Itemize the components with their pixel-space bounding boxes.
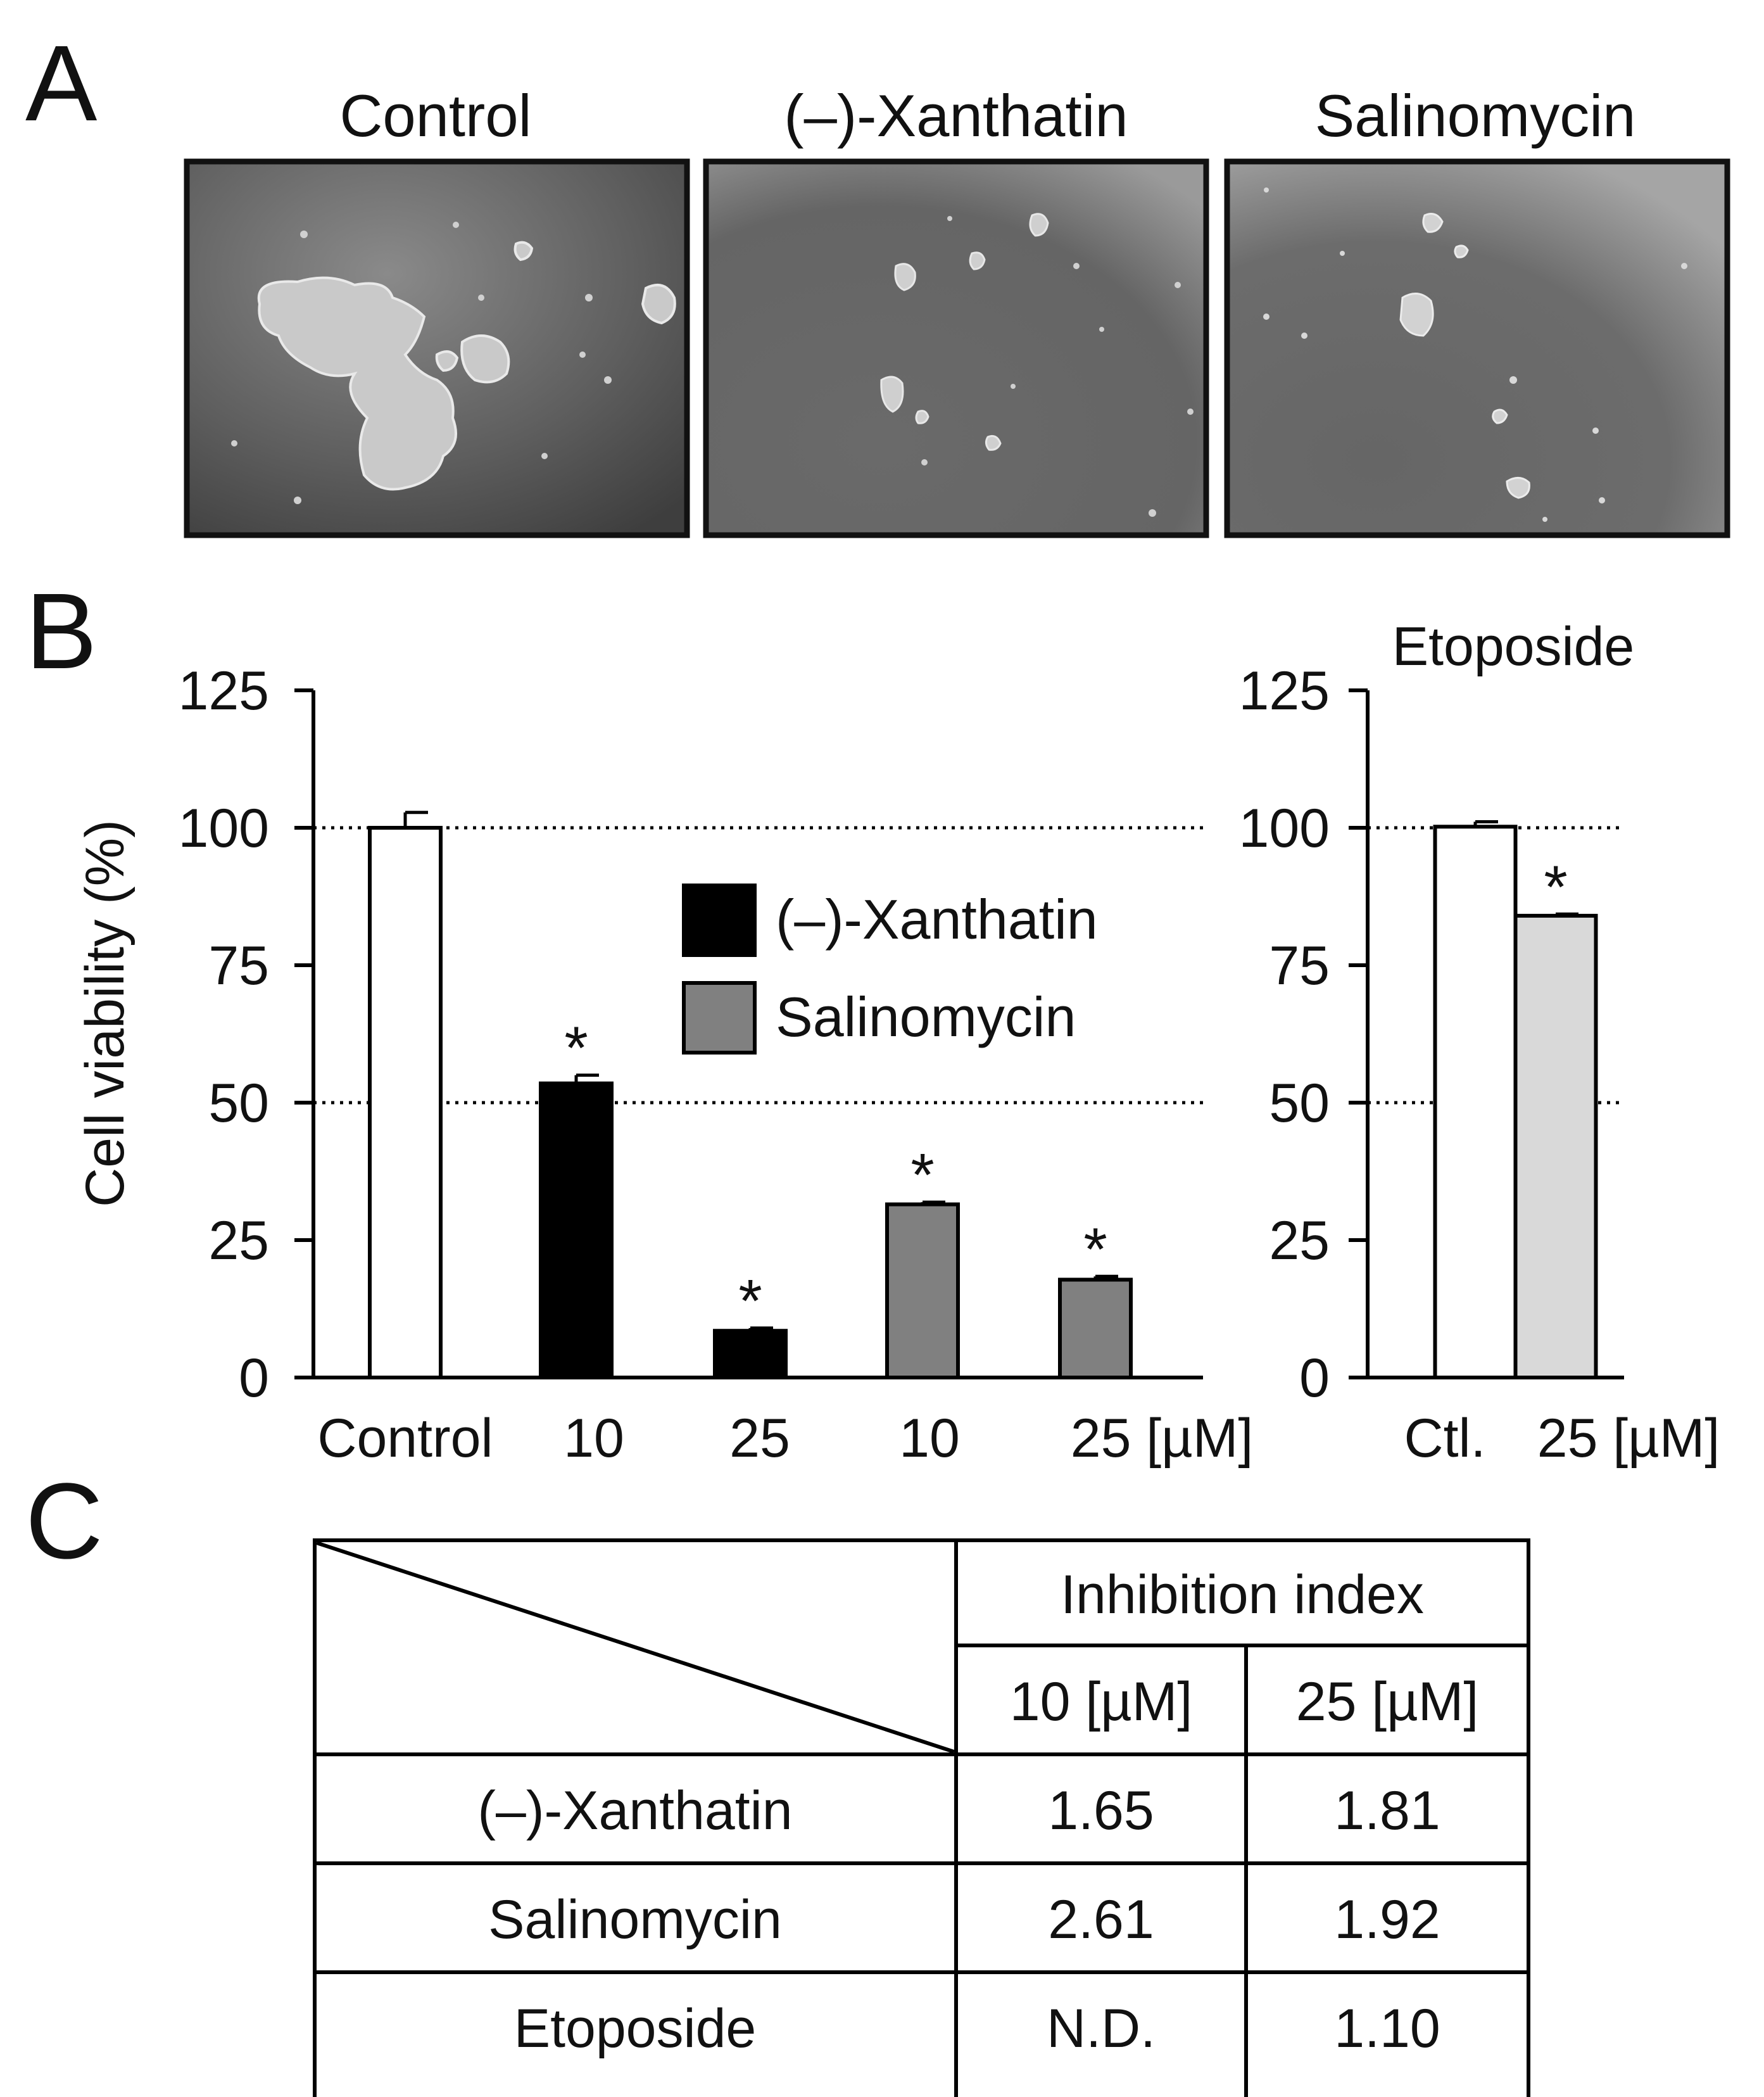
y-tick-label: 100 — [179, 798, 270, 859]
legend-label-salinomycin: Salinomycin — [776, 985, 1076, 1048]
bar-xanthatin — [539, 1081, 614, 1379]
bar-salinomycin — [885, 1202, 960, 1379]
panel-letter-b: B — [25, 571, 97, 692]
significance-star: * — [738, 1267, 762, 1335]
x-tick-label: 25 — [729, 1408, 790, 1469]
table-subheader-25: 25 [µM] — [1296, 1671, 1479, 1732]
table-cell-etoposide-10: N.D. — [1047, 1998, 1156, 2059]
photo-title-salinomycin: Salinomycin — [1315, 82, 1636, 149]
bar-control — [368, 826, 443, 1379]
y-ticks: 0 25 50 75 100 125 — [1239, 661, 1368, 1409]
chart-main: Cell viability (%) 0 25 50 75 100 125 * * * * Co… — [75, 661, 1253, 1469]
y-axis-title: Cell viability (%) — [75, 820, 135, 1207]
x-tick-label: 25 [µM] — [1071, 1408, 1254, 1469]
y-tick-label: 25 — [1269, 1210, 1330, 1271]
significance-star: * — [1544, 853, 1567, 921]
table-cell-xanthatin-25: 1.81 — [1334, 1780, 1440, 1841]
y-tick-label: 75 — [1269, 935, 1330, 996]
photo-title-control: Control — [339, 82, 531, 149]
chart-etoposide: Etoposide 0 25 50 75 100 125 * Ctl. 25 [µM] — [1239, 616, 1720, 1469]
y-tick-label: 50 — [1269, 1073, 1330, 1134]
y-ticks: 0 25 50 75 100 125 — [179, 661, 313, 1409]
table-cell-salinomycin-10: 2.61 — [1048, 1889, 1154, 1950]
table-cell-xanthatin-10: 1.65 — [1048, 1780, 1154, 1841]
bar-xanthatin — [713, 1329, 788, 1379]
y-tick-label: 125 — [1239, 661, 1330, 721]
x-ticks: Ctl. 25 [µM] — [1404, 1408, 1720, 1469]
photo-xanthatin — [703, 158, 1209, 538]
table-cell-etoposide-25: 1.10 — [1334, 1998, 1440, 2059]
y-tick-label: 125 — [179, 661, 270, 721]
significance-star: * — [1083, 1215, 1107, 1283]
y-tick-label: 100 — [1239, 798, 1330, 859]
photo-title-xanthatin: (–)-Xanthatin — [784, 82, 1128, 149]
photo-salinomycin — [1224, 158, 1730, 538]
x-ticks: Control 10 25 10 25 [µM] — [317, 1408, 1253, 1469]
table-header: Inhibition index — [1061, 1564, 1424, 1625]
bar-salinomycin — [1058, 1277, 1133, 1379]
significance-star: * — [910, 1141, 934, 1209]
chart-title-etoposide: Etoposide — [1392, 616, 1635, 677]
legend-swatch-salinomycin — [682, 981, 757, 1055]
legend: (–)-Xanthatin Salinomycin — [682, 884, 1098, 1055]
x-tick-label: Ctl. — [1404, 1408, 1486, 1469]
photo-control — [184, 158, 690, 538]
panel-a-photos: Control (–)-Xanthatin Salinomycin — [184, 82, 1730, 538]
x-tick-label: 25 [µM] — [1537, 1408, 1720, 1469]
x-tick-label: 10 — [899, 1408, 960, 1469]
bar-control — [1433, 825, 1518, 1380]
reference-lines — [313, 826, 1203, 1105]
y-tick-label: 0 — [1299, 1348, 1330, 1409]
y-tick-label: 50 — [208, 1073, 269, 1134]
table-row-label-xanthatin: (–)-Xanthatin — [477, 1780, 792, 1841]
significance-star: * — [564, 1015, 588, 1082]
bars: * * * * — [368, 811, 1133, 1379]
y-tick-label: 0 — [239, 1348, 269, 1409]
table-row-label-salinomycin: Salinomycin — [488, 1889, 782, 1950]
bars: * — [1433, 820, 1598, 1380]
legend-label-xanthatin: (–)-Xanthatin — [776, 888, 1098, 951]
table-cell-salinomycin-25: 1.92 — [1334, 1889, 1440, 1950]
y-tick-label: 75 — [208, 935, 269, 996]
inhibition-table: Inhibition index 10 [µM] 25 [µM] (–)-Xan… — [313, 1538, 1530, 2097]
panel-letter-c: C — [25, 1461, 103, 1581]
x-tick-label: 10 — [564, 1408, 624, 1469]
legend-swatch-xanthatin — [682, 884, 757, 957]
table-row-label-etoposide: Etoposide — [514, 1998, 757, 2059]
y-tick-label: 25 — [208, 1210, 269, 1271]
table-subheader-10: 10 [µM] — [1010, 1671, 1193, 1732]
x-tick-label: Control — [317, 1408, 493, 1469]
bar-etoposide — [1513, 913, 1598, 1379]
panel-letter-a: A — [25, 23, 98, 144]
